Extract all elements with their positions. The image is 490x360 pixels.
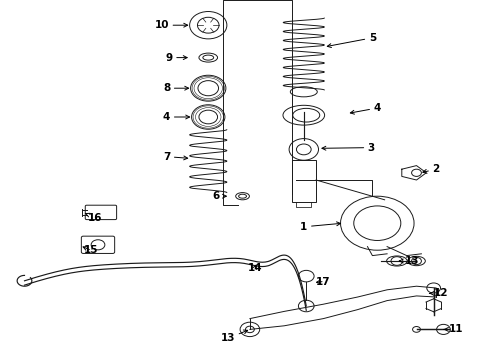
Text: 9: 9 (166, 53, 187, 63)
Text: 7: 7 (163, 152, 188, 162)
Text: 10: 10 (154, 20, 188, 30)
Text: 13: 13 (399, 256, 419, 266)
Text: 4: 4 (163, 112, 190, 122)
Text: 17: 17 (316, 276, 331, 287)
Text: 16: 16 (85, 213, 103, 223)
Text: 13: 13 (220, 330, 247, 343)
Text: 5: 5 (327, 33, 376, 48)
Text: 8: 8 (163, 83, 189, 93)
Text: 1: 1 (300, 222, 341, 232)
Text: 11: 11 (444, 324, 463, 334)
Bar (292, 160, 316, 202)
Text: 15: 15 (83, 245, 98, 255)
Text: 3: 3 (322, 143, 375, 153)
Text: 6: 6 (212, 191, 226, 201)
Text: 2: 2 (423, 164, 440, 174)
Text: 14: 14 (247, 263, 262, 273)
Text: 12: 12 (430, 288, 448, 298)
Text: 4: 4 (350, 103, 381, 114)
